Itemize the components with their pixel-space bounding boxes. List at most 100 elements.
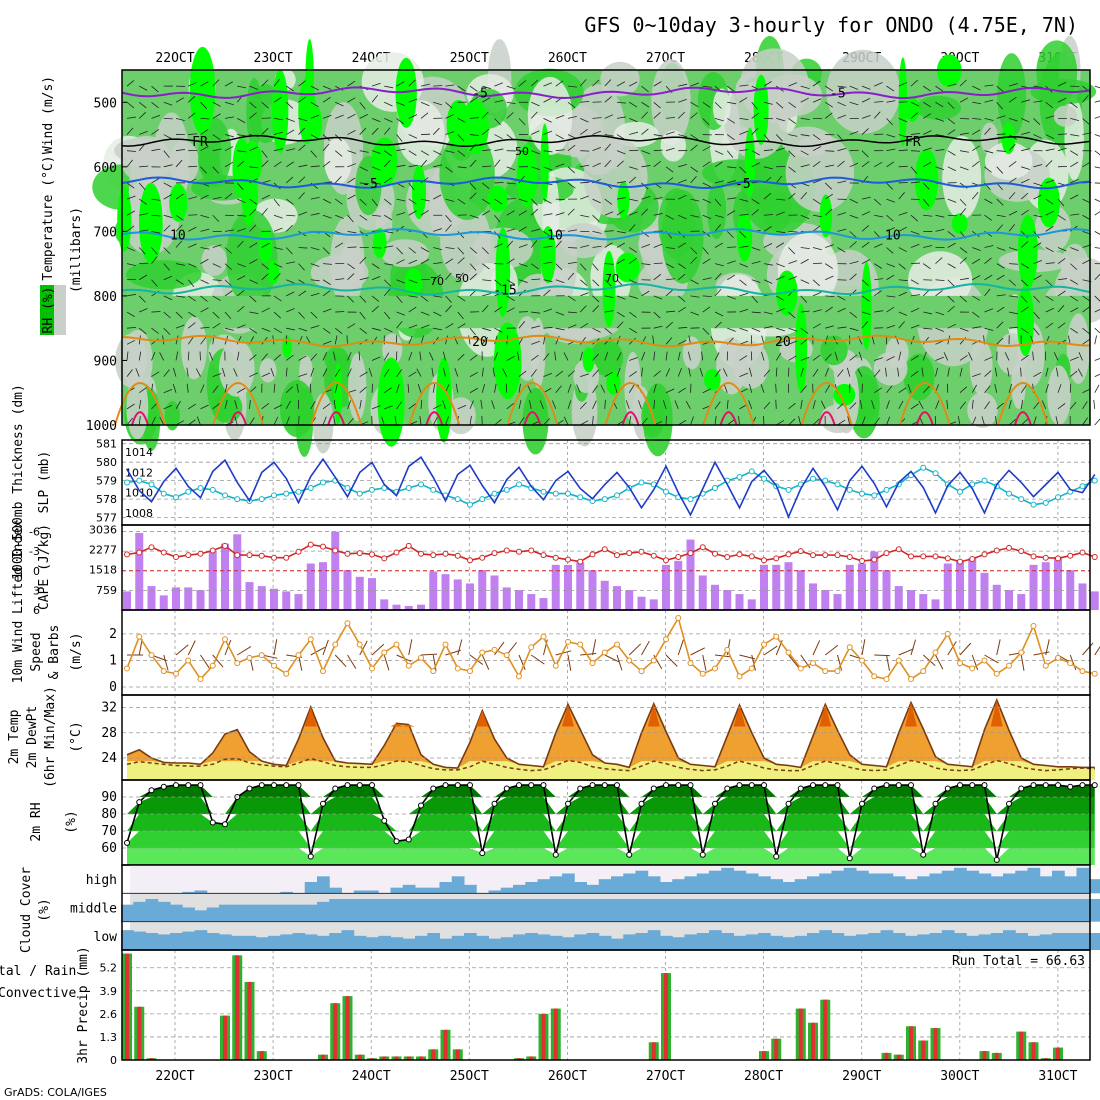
wind-barb bbox=[628, 643, 642, 656]
upper-wind-barb bbox=[1094, 150, 1100, 156]
temp-max-area bbox=[402, 724, 415, 727]
upper-wind-barb bbox=[663, 400, 667, 409]
upper-wind-barb bbox=[947, 129, 956, 135]
upper-wind-barb bbox=[959, 118, 970, 120]
upper-wind-barb bbox=[457, 353, 465, 361]
upper-wind-barb bbox=[419, 416, 422, 426]
rh2m-line-point bbox=[785, 800, 792, 807]
upper-wind-barb bbox=[1021, 306, 1029, 313]
lifted-index-line-point bbox=[712, 550, 718, 557]
lifted-index-label: Lifted Index bbox=[11, 520, 26, 614]
surface-warm-contour bbox=[114, 382, 166, 426]
wind-speed-line-point bbox=[846, 644, 853, 651]
upper-wind-barb bbox=[616, 101, 626, 104]
thickness-line-point bbox=[552, 490, 559, 497]
cloud-low-bar bbox=[868, 933, 881, 950]
upper-wind-barb bbox=[359, 182, 369, 185]
upper-wind-barb bbox=[371, 182, 381, 185]
upper-wind-barb bbox=[237, 290, 245, 297]
surface-hot-contour bbox=[229, 411, 248, 426]
upper-wind-barb bbox=[1021, 327, 1029, 334]
upper-wind-barb bbox=[543, 308, 553, 313]
surface-hot-contour bbox=[327, 411, 346, 426]
upper-wind-barb bbox=[543, 82, 552, 87]
upper-wind-barb bbox=[1094, 384, 1100, 393]
cloud-low-bar bbox=[709, 930, 722, 950]
upper-wind-barb bbox=[923, 311, 933, 315]
upper-wind-barb bbox=[874, 243, 883, 248]
upper-wind-barb bbox=[1093, 399, 1096, 409]
upper-wind-barb bbox=[273, 96, 282, 103]
upper-wind-barb bbox=[469, 134, 479, 136]
wind-barb bbox=[861, 639, 866, 656]
upper-wind-barb bbox=[874, 278, 884, 281]
upper-wind-barb bbox=[543, 418, 550, 426]
cloud-low-bar bbox=[170, 933, 183, 950]
upper-wind-barb bbox=[886, 182, 894, 190]
upper-wind-barb bbox=[543, 353, 550, 361]
rh-bright-patch bbox=[258, 229, 273, 263]
thickness-line-point bbox=[356, 490, 363, 497]
upper-wind-barb bbox=[310, 263, 320, 267]
upper-wind-barb bbox=[384, 177, 392, 184]
upper-wind-barb bbox=[236, 240, 244, 248]
thickness-line-point bbox=[234, 496, 241, 503]
upper-wind-barb bbox=[396, 369, 403, 377]
upper-wind-barb bbox=[984, 308, 994, 313]
upper-wind-barb bbox=[371, 198, 378, 207]
upper-wind-barb bbox=[433, 228, 442, 232]
upper-wind-barb bbox=[200, 194, 209, 200]
wind-barb bbox=[947, 641, 957, 656]
cape-bar bbox=[515, 590, 523, 610]
upper-wind-barb bbox=[812, 98, 822, 103]
upper-wind-barb bbox=[910, 132, 920, 135]
upper-wind-barb bbox=[604, 211, 614, 216]
upper-wind-barb bbox=[188, 133, 198, 135]
upper-wind-barb bbox=[383, 311, 391, 320]
upper-wind-barb bbox=[126, 293, 136, 297]
rh2m-line-point bbox=[320, 800, 326, 807]
precip-conv-bar bbox=[1031, 1042, 1036, 1060]
upper-wind-barb bbox=[898, 387, 907, 394]
temp-max-area bbox=[476, 710, 489, 727]
upper-wind-barb bbox=[1033, 401, 1040, 410]
wind-speed-line-point bbox=[1079, 668, 1086, 675]
rh-patch-low bbox=[903, 353, 935, 401]
upper-wind-barb bbox=[688, 367, 691, 377]
upper-wind-barb bbox=[812, 214, 822, 218]
upper-wind-barb bbox=[984, 257, 992, 264]
upper-wind-barb bbox=[1070, 327, 1078, 334]
cape-bar bbox=[196, 590, 205, 610]
upper-wind-barb bbox=[788, 134, 798, 137]
upper-wind-barb bbox=[433, 194, 442, 200]
rh-patch-low bbox=[1066, 313, 1090, 384]
precip-conv-bar bbox=[125, 953, 129, 1060]
upper-wind-barb bbox=[898, 311, 908, 316]
upper-wind-barb bbox=[886, 295, 896, 298]
rh-bright-patch bbox=[602, 251, 616, 328]
thickness-line-point bbox=[785, 486, 792, 493]
upper-wind-barb bbox=[592, 117, 602, 119]
upper-wind-barb bbox=[727, 85, 735, 92]
upper-wind-barb bbox=[641, 263, 651, 266]
rh2m-line-point bbox=[626, 851, 633, 858]
cloud-low-bar bbox=[1052, 933, 1065, 950]
rh-bright-patch bbox=[117, 185, 132, 252]
upper-wind-barb bbox=[384, 214, 393, 221]
upper-wind-barb bbox=[800, 134, 810, 137]
thickness-line-point bbox=[516, 481, 522, 488]
upper-wind-barb bbox=[861, 196, 871, 200]
upper-wind-barb bbox=[567, 400, 572, 409]
upper-wind-barb bbox=[886, 274, 895, 281]
upper-wind-barb bbox=[984, 370, 992, 377]
upper-wind-barb bbox=[918, 400, 924, 410]
upper-wind-barb bbox=[408, 306, 417, 313]
cloud-low-bar bbox=[182, 931, 195, 950]
upper-wind-barb bbox=[825, 295, 835, 298]
upper-wind-barb bbox=[727, 118, 736, 124]
upper-wind-barb bbox=[665, 310, 675, 313]
rh2m-band bbox=[127, 831, 1095, 848]
rh-bright-patch bbox=[617, 181, 630, 219]
upper-wind-barb bbox=[604, 399, 606, 409]
upper-wind-barb bbox=[849, 311, 858, 318]
